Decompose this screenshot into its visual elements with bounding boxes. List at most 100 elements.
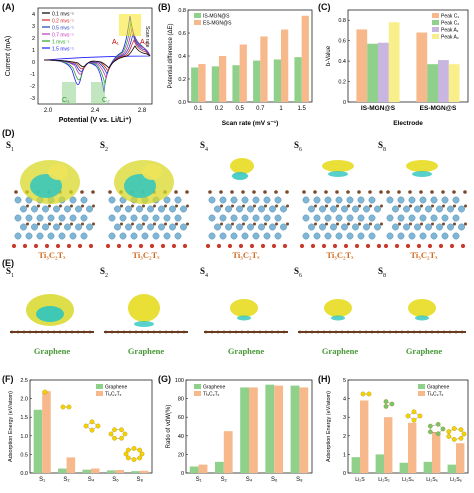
- sulfur-cluster-icon: [123, 446, 145, 462]
- bar: [356, 29, 368, 102]
- x-tick-label: IS-MGN@S: [361, 105, 396, 112]
- scan-rate-tag: Scan rate: [144, 26, 150, 48]
- x-tick-label: Li₂S: [355, 477, 365, 483]
- bar: [423, 461, 432, 473]
- bar: [290, 385, 300, 473]
- panel-label-e: (E): [2, 258, 14, 268]
- peak-c2-label: C₂: [102, 97, 110, 104]
- panel-label-b: (B): [158, 2, 171, 12]
- y-axis-label: Potential difference (ΔE): [168, 24, 174, 89]
- x-tick-label: S₄: [88, 477, 95, 483]
- structure-panel: S2 Ti₃C₂Tₓ: [100, 140, 192, 268]
- sulfur-cluster-icon: [360, 391, 372, 397]
- y-tick-label: 0.0: [20, 471, 28, 477]
- structure-render: [204, 299, 288, 334]
- y-tick-label: 20: [178, 452, 184, 458]
- bar: [388, 22, 400, 103]
- structure-substrate-label: Ti₃C₂Tₓ: [410, 250, 438, 260]
- bar: [378, 42, 389, 102]
- b-value-chart: 0 0.2 0.4 0.6 0.8 IS-MGN@S ES-MGN@S b-Value Elec…: [326, 9, 469, 127]
- y-tick-label: 3: [343, 415, 346, 421]
- x-axis-label: Electrode: [393, 120, 423, 127]
- structure-title: S6: [294, 140, 303, 153]
- structure-substrate-label: Graphene: [227, 346, 265, 356]
- bar: [416, 32, 428, 102]
- bar: [223, 431, 233, 473]
- x-tick-label: S₂: [63, 477, 70, 483]
- x-tick-label: S₁: [39, 477, 45, 483]
- structure-render: [205, 158, 289, 248]
- bar: [106, 470, 116, 473]
- structure-substrate-label: Ti₃C₂Tₓ: [232, 250, 260, 260]
- legend-swatch: [96, 384, 103, 389]
- structure-substrate-label: Graphene: [127, 346, 165, 356]
- y-tick-label: 5: [343, 378, 346, 384]
- y-axis-label: Adsorption Energy (eV/atom): [326, 391, 332, 462]
- y-tick-label: 0.8: [178, 8, 186, 14]
- structure-panel: S6 Ti₃C₂Tₓ: [294, 140, 386, 268]
- legend-item: Peak A₁: [441, 28, 459, 34]
- bar: [198, 64, 206, 102]
- structure-panel: S2 Graphene: [100, 266, 192, 380]
- bar: [299, 387, 309, 473]
- cv-y-axis-ticks: 4 3 2 1 0 -1 -2 -3: [30, 12, 35, 102]
- structure-render: [104, 294, 188, 334]
- x-tick-label: Li₂S₆: [426, 477, 438, 483]
- bar: [91, 468, 100, 473]
- y-tick-label: 0.8: [338, 18, 346, 24]
- x-tick-label: Li₂S₈: [450, 477, 462, 483]
- bar: [189, 466, 199, 473]
- bar: [351, 457, 360, 473]
- bar: [191, 67, 199, 102]
- y-tick-label: 0.4: [178, 54, 186, 60]
- x-axis-label: Scan rate (mV s⁻¹): [222, 120, 279, 127]
- x-tick-label: 0.2: [215, 106, 224, 112]
- sulfur-cluster-icon: [83, 419, 101, 433]
- structure-title: S6: [294, 266, 303, 279]
- bar: [438, 60, 449, 102]
- structure-render: [298, 299, 382, 334]
- potential-difference-chart: 0.0 0.2 0.4 0.6 0.8 0.1 0.2 0.5 0.7 1 1.5 Potential…: [168, 8, 313, 127]
- x-tick-label: S₁: [196, 477, 202, 483]
- y-tick-label: 0: [343, 100, 346, 106]
- bar: [249, 387, 258, 473]
- panel-label-g: (G): [158, 374, 171, 384]
- peak-c1-label: C₁: [62, 97, 70, 104]
- y-tick-label: 100: [175, 378, 184, 384]
- bar: [42, 391, 51, 473]
- peak-a2-label: A₂: [140, 39, 148, 46]
- bar: [219, 56, 227, 102]
- y-tick-label: 1.0: [20, 434, 28, 440]
- structure-title: S4: [200, 266, 209, 279]
- structure-title: S4: [200, 140, 209, 153]
- x-tick-label: S₂: [221, 477, 228, 483]
- peak-a1-label: A₁: [112, 39, 120, 46]
- cv-legend-item: 1.5 mvs⁻¹: [52, 47, 74, 53]
- cv-y-tick: -3: [30, 96, 35, 102]
- vdw-ratio-chart: 0 20 40 60 80 100 S₁ S₂ S₄ S₆ S₈ Ratio of vdW(%) Gra…: [166, 378, 313, 483]
- structure-panel: S1 Graphene: [6, 266, 98, 380]
- x-tick-label: Li₂S₄: [402, 477, 414, 483]
- legend-item: Ti₃C₂Tₓ: [427, 392, 444, 398]
- structure-panel: S8 Graphene: [378, 266, 470, 380]
- cv-legend-item: 0.1 mvs⁻¹: [52, 12, 74, 18]
- bar: [447, 464, 456, 473]
- x-tick-label: Li₂S₂: [378, 477, 390, 483]
- bar: [456, 443, 465, 473]
- x-tick-label: 0.1: [194, 106, 203, 112]
- sulfur-cluster-icon: [446, 426, 467, 442]
- bar: [384, 417, 393, 473]
- bar: [214, 461, 224, 473]
- legend-swatch: [432, 13, 439, 18]
- legend-swatch: [432, 34, 439, 39]
- y-tick-label: 4: [343, 397, 346, 403]
- legend-item: Ti₃C₂Tₓ: [105, 392, 122, 398]
- structure-title: S2: [100, 140, 109, 153]
- cv-y-tick: 3: [32, 24, 35, 30]
- legend-item: ES-MGN@S: [203, 21, 232, 27]
- bar: [274, 385, 284, 473]
- bar: [33, 409, 43, 473]
- structure-render: [299, 160, 383, 248]
- cv-legend-item: 0.2 mvs⁻¹: [52, 19, 74, 25]
- structure-panel: S4 Ti₃C₂Tₓ: [200, 140, 292, 268]
